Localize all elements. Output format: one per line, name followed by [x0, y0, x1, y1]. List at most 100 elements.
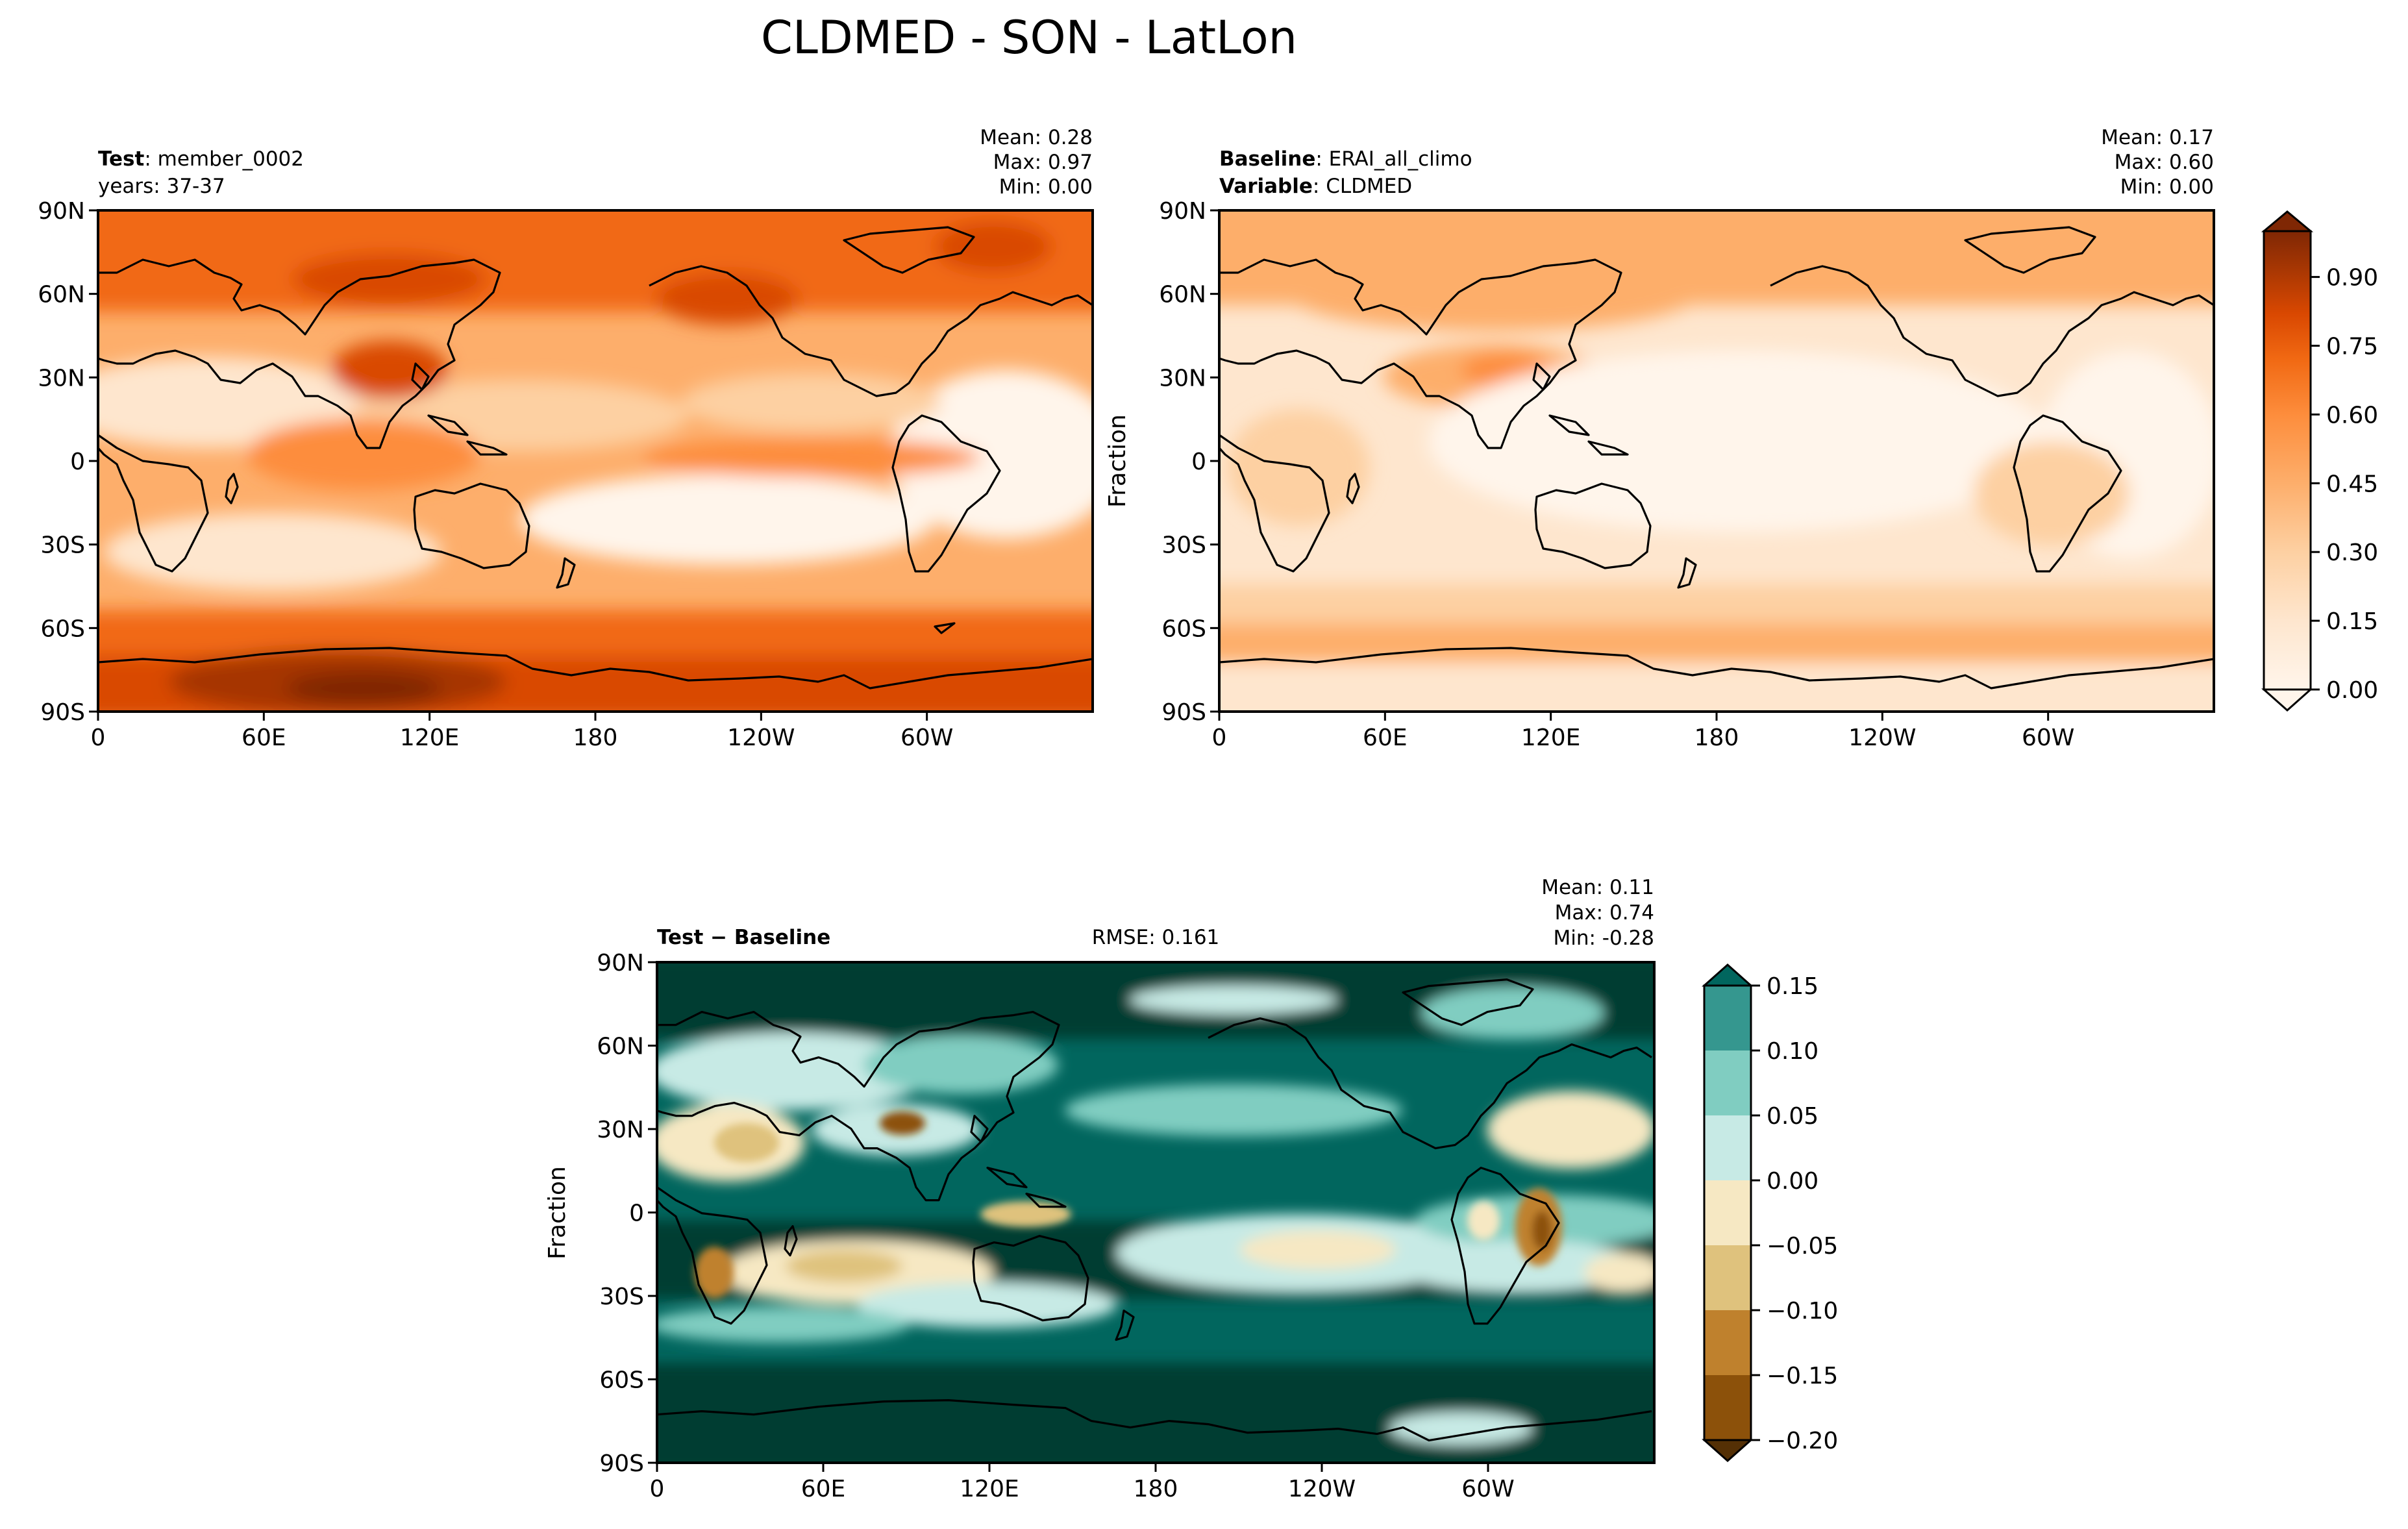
panel-diff-yticks: 90N 60N 30N 0 30S 60S 90S: [597, 950, 657, 1477]
y-tick-label: 90S: [1161, 699, 1206, 726]
colorbar-diff-outline: [1703, 984, 1752, 1441]
x-tick-label: 60E: [1363, 725, 1408, 751]
colorbar-diff-block: [1704, 1245, 1751, 1310]
panel-diff-rmse: RMSE: 0.161: [1092, 926, 1220, 949]
x-tick-label: 180: [1134, 1476, 1178, 1502]
y-tick-label: 0: [629, 1200, 644, 1227]
colorbar-top-tick-label: 0.45: [2326, 471, 2378, 497]
x-tick-label: 0: [650, 1476, 665, 1502]
panel-baseline-field: [1219, 210, 2214, 712]
x-tick-label: 120W: [1288, 1476, 1356, 1502]
colorbar-top: 0.00 0.15 0.30 0.45 0.60 0.75 0.90: [2261, 210, 2378, 712]
x-tick-label: 60W: [900, 725, 953, 751]
panel-baseline-label-1: Baseline: ERAI_all_climo: [1219, 147, 1472, 171]
colorbar-diff-block: [1704, 1115, 1751, 1180]
colorbar-top-gradient: [2264, 231, 2311, 690]
y-tick-label: 60S: [599, 1367, 644, 1394]
panel-baseline-yticks: 90N 60N 30N 0 30S 60S 90S: [1159, 198, 1219, 726]
panel-test-coastlines: [98, 226, 1093, 690]
panel-baseline-mean: Mean: 0.17: [2101, 126, 2214, 149]
colorbar-diff-tick-label: 0.05: [1767, 1103, 1818, 1130]
colorbar-diff-tick-label: 0.15: [1767, 973, 1818, 1000]
panel-baseline: Baseline: ERAI_all_climo Variable: CLDME…: [1104, 126, 2215, 751]
panel-test-label-1: Test: member_0002: [98, 147, 304, 171]
colorbar-top-ticks: 0.00 0.15 0.30 0.45 0.60 0.75 0.90: [2311, 265, 2378, 704]
x-tick-label: 120W: [727, 725, 795, 751]
panel-test-max: Max: 0.97: [993, 151, 1093, 174]
colorbar-diff-min-extend: [1702, 1439, 1754, 1463]
y-tick-label: 30N: [597, 1117, 644, 1143]
panel-diff: Test − Baseline RMSE: 0.161 Mean: 0.11 M…: [544, 876, 1656, 1502]
colorbar-diff-ticks: −0.20 −0.15 −0.10 −0.05 0.00 0.05 0.10 0.15: [1751, 973, 1838, 1454]
y-tick-label: 30S: [599, 1284, 644, 1310]
x-tick-label: 60E: [801, 1476, 846, 1502]
y-tick-label: 60N: [597, 1034, 644, 1060]
colorbar-diff-block: [1704, 986, 1751, 1050]
panel-test-mean: Mean: 0.28: [980, 126, 1093, 149]
y-tick-label: 90N: [38, 198, 85, 225]
colorbar-diff-block: [1704, 1310, 1751, 1375]
x-tick-label: 120E: [960, 1476, 1019, 1502]
x-tick-label: 0: [91, 725, 106, 751]
y-tick-label: 30S: [40, 532, 85, 559]
colorbar-diff-max-extend: [1702, 963, 1754, 987]
x-tick-label: 60E: [242, 725, 286, 751]
x-tick-label: 120W: [1848, 725, 1916, 751]
panel-diff-min: Min: -0.28: [1553, 926, 1654, 950]
colorbar-diff-blocks: [1702, 963, 1754, 1463]
y-tick-label: 60S: [40, 615, 85, 642]
panel-baseline-xticks: 0 60E 120E 180 120W 60W: [1212, 712, 2074, 751]
panel-diff-mean: Mean: 0.11: [1541, 876, 1654, 899]
panel-baseline-max: Max: 0.60: [2115, 151, 2214, 174]
y-tick-label: 30N: [38, 365, 85, 392]
colorbar-diff-tick-label: −0.15: [1767, 1363, 1838, 1389]
colorbar-diff-tick-label: −0.05: [1767, 1233, 1838, 1260]
colorbar-top-tick-label: 0.00: [2326, 677, 2378, 704]
panel-test: Test: member_0002 years: 37-37 Mean: 0.2…: [38, 126, 1094, 751]
y-tick-label: 90S: [40, 699, 85, 726]
colorbar-top-tick-label: 0.75: [2326, 334, 2378, 360]
colorbar-diff-block: [1704, 1050, 1751, 1115]
panel-diff-coastlines: [657, 978, 1652, 1442]
x-tick-label: 180: [573, 725, 618, 751]
x-tick-label: 60W: [2022, 725, 2074, 751]
y-tick-label: 90S: [599, 1450, 644, 1477]
colorbar-top-min-extend: [2261, 688, 2313, 712]
x-tick-label: 60W: [1461, 1476, 1514, 1502]
panel-diff-ylabel: Fraction: [544, 1166, 571, 1260]
y-tick-label: 0: [70, 449, 85, 475]
panel-test-min: Min: 0.00: [999, 175, 1093, 199]
y-tick-label: 90N: [1159, 198, 1206, 225]
panel-baseline-label-2: Variable: CLDMED: [1219, 175, 1412, 198]
colorbar-top-tick-label: 0.15: [2326, 608, 2378, 635]
colorbar-diff: −0.20 −0.15 −0.10 −0.05 0.00 0.05 0.10 0.15: [1702, 963, 1838, 1463]
colorbar-diff-tick-label: −0.20: [1767, 1428, 1838, 1454]
panel-diff-label: Test − Baseline: [657, 926, 830, 949]
x-tick-label: 0: [1212, 725, 1227, 751]
colorbar-diff-tick-label: 0.00: [1767, 1168, 1818, 1195]
panel-diff-max: Max: 0.74: [1555, 901, 1654, 925]
panel-baseline-coastlines: [1219, 226, 2214, 690]
figure-title: CLDMED - SON - LatLon: [761, 11, 1297, 64]
colorbar-diff-block: [1704, 1375, 1751, 1440]
panel-test-xticks: 0 60E 120E 180 120W 60W: [91, 712, 953, 751]
panel-diff-xticks: 0 60E 120E 180 120W 60W: [650, 1463, 1515, 1502]
panel-test-field: [98, 210, 1093, 712]
y-tick-label: 0: [1191, 449, 1206, 475]
colorbar-top-tick-label: 0.90: [2326, 265, 2378, 292]
y-tick-label: 60S: [1161, 615, 1206, 642]
x-tick-label: 180: [1694, 725, 1739, 751]
panel-test-label-2: years: 37-37: [98, 175, 225, 198]
y-tick-label: 60N: [38, 282, 85, 308]
panel-baseline-min: Min: 0.00: [2120, 175, 2214, 199]
colorbar-diff-block: [1704, 1180, 1751, 1245]
panel-baseline-ylabel: Fraction: [1104, 414, 1131, 508]
panel-diff-field: [657, 962, 1654, 1463]
panel-test-yticks: 90N 60N 30N 0 30S 60S 90S: [38, 198, 98, 726]
colorbar-diff-tick-label: −0.10: [1767, 1298, 1838, 1324]
y-tick-label: 30N: [1159, 365, 1206, 392]
colorbar-top-tick-label: 0.60: [2326, 402, 2378, 429]
colorbar-top-max-extend: [2261, 210, 2314, 232]
colorbar-diff-tick-label: 0.10: [1767, 1038, 1818, 1065]
